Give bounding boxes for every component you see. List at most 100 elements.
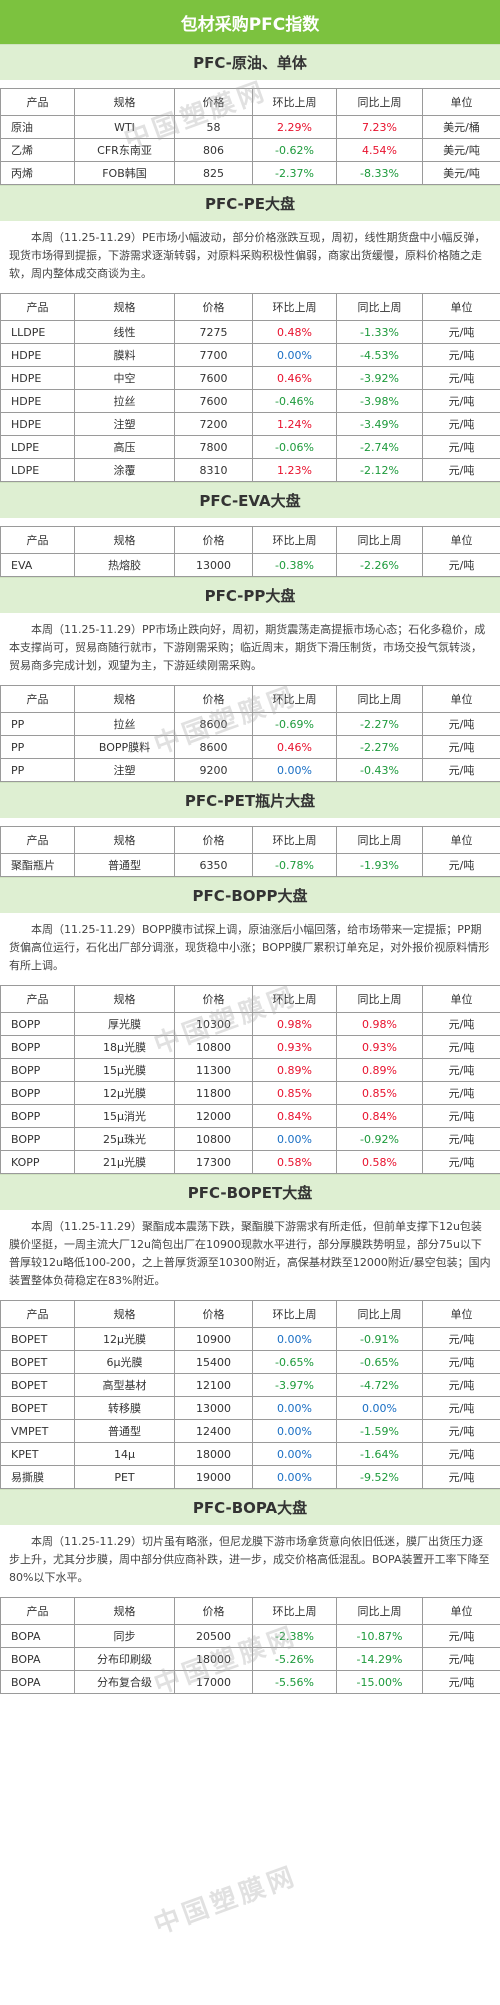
price-cell: 12000 bbox=[174, 1104, 253, 1128]
yoy-change-cell: -2.12% bbox=[336, 458, 423, 482]
price-cell: 10800 bbox=[174, 1127, 253, 1151]
spec-cell: 分布复合级 bbox=[74, 1670, 175, 1694]
yoy-change-cell: 0.89% bbox=[336, 1058, 423, 1082]
table-row: KOPP 21μ光膜 17300 0.58% 0.58% 元/吨 bbox=[0, 1150, 500, 1174]
section-paragraph: 本周（11.25-11.29）聚酯成本震荡下跌，聚酯膜下游需求有所走低，但前单支… bbox=[9, 1220, 491, 1287]
table-row: HDPE 拉丝 7600 -0.46% -3.98% 元/吨 bbox=[0, 389, 500, 413]
product-cell: HDPE bbox=[0, 412, 75, 436]
unit-cell: 元/吨 bbox=[422, 735, 500, 759]
yoy-change-cell: -2.27% bbox=[336, 735, 423, 759]
yoy-change-cell: -15.00% bbox=[336, 1670, 423, 1694]
wow-change-cell: 0.46% bbox=[252, 366, 337, 390]
column-header: 产品 bbox=[0, 826, 75, 854]
price-cell: 13000 bbox=[174, 553, 253, 577]
product-cell: BOPP bbox=[0, 1127, 75, 1151]
column-header: 同比上周 bbox=[336, 1300, 423, 1328]
unit-cell: 元/吨 bbox=[422, 1442, 500, 1466]
unit-cell: 元/吨 bbox=[422, 1150, 500, 1174]
yoy-change-cell: -8.33% bbox=[336, 161, 423, 185]
spec-cell: 分布印刷级 bbox=[74, 1647, 175, 1671]
yoy-change-cell: -10.87% bbox=[336, 1624, 423, 1648]
table-row: PP 注塑 9200 0.00% -0.43% 元/吨 bbox=[0, 758, 500, 782]
spec-cell: 转移膜 bbox=[74, 1396, 175, 1420]
spec-cell: FOB韩国 bbox=[74, 161, 175, 185]
spec-cell: 15μ光膜 bbox=[74, 1058, 175, 1082]
section-title: PFC-EVA大盘 bbox=[0, 482, 500, 518]
unit-cell: 元/吨 bbox=[422, 1419, 500, 1443]
table-row: BOPA 同步 20500 -2.38% -10.87% 元/吨 bbox=[0, 1624, 500, 1648]
price-cell: 9200 bbox=[174, 758, 253, 782]
product-cell: BOPP bbox=[0, 1081, 75, 1105]
unit-cell: 元/吨 bbox=[422, 1670, 500, 1694]
spec-cell: BOPP膜料 bbox=[74, 735, 175, 759]
product-cell: PP bbox=[0, 712, 75, 736]
sections-container: PFC-原油、单体 产品 规格 价格 环比上周 同比上周 单位 原油 WTI 58 2.29% 7.2… bbox=[0, 44, 500, 1694]
product-cell: 原油 bbox=[0, 115, 75, 139]
unit-cell: 元/吨 bbox=[422, 553, 500, 577]
spec-cell: 高型基材 bbox=[74, 1373, 175, 1397]
wow-change-cell: 2.29% bbox=[252, 115, 337, 139]
price-cell: 18000 bbox=[174, 1647, 253, 1671]
spec-cell: 21μ光膜 bbox=[74, 1150, 175, 1174]
product-cell: BOPP bbox=[0, 1104, 75, 1128]
table-header-row: 产品 规格 价格 环比上周 同比上周 单位 bbox=[0, 1597, 500, 1625]
wow-change-cell: 0.58% bbox=[252, 1150, 337, 1174]
unit-cell: 元/吨 bbox=[422, 1350, 500, 1374]
price-cell: 11300 bbox=[174, 1058, 253, 1082]
table-header-row: 产品 规格 价格 环比上周 同比上周 单位 bbox=[0, 88, 500, 116]
table-row: BOPP 18μ光膜 10800 0.93% 0.93% 元/吨 bbox=[0, 1035, 500, 1059]
product-cell: 丙烯 bbox=[0, 161, 75, 185]
wow-change-cell: 1.23% bbox=[252, 458, 337, 482]
product-cell: BOPET bbox=[0, 1327, 75, 1351]
price-cell: 8600 bbox=[174, 712, 253, 736]
wow-change-cell: -2.37% bbox=[252, 161, 337, 185]
column-header: 单位 bbox=[422, 1597, 500, 1625]
price-table: 产品 规格 价格 环比上周 同比上周 单位 PP 拉丝 8600 -0.69% -2.27% 元/吨 P… bbox=[0, 685, 500, 782]
column-header: 规格 bbox=[74, 826, 175, 854]
section-paragraph: 本周（11.25-11.29）PE市场小幅波动，部分价格涨跌互现，周初，线性期货… bbox=[9, 231, 486, 280]
section-title: PFC-BOPET大盘 bbox=[0, 1174, 500, 1210]
section-gap bbox=[0, 818, 500, 826]
spec-cell: 拉丝 bbox=[74, 712, 175, 736]
unit-cell: 元/吨 bbox=[422, 1127, 500, 1151]
table-row: 原油 WTI 58 2.29% 7.23% 美元/桶 bbox=[0, 115, 500, 139]
column-header: 环比上周 bbox=[252, 1597, 337, 1625]
section-gap bbox=[0, 80, 500, 88]
table-row: PP BOPP膜料 8600 0.46% -2.27% 元/吨 bbox=[0, 735, 500, 759]
table-header-row: 产品 规格 价格 环比上周 同比上周 单位 bbox=[0, 1300, 500, 1328]
table-row: HDPE 注塑 7200 1.24% -3.49% 元/吨 bbox=[0, 412, 500, 436]
yoy-change-cell: -0.92% bbox=[336, 1127, 423, 1151]
column-header: 规格 bbox=[74, 88, 175, 116]
unit-cell: 元/吨 bbox=[422, 1647, 500, 1671]
column-header: 环比上周 bbox=[252, 685, 337, 713]
column-header: 价格 bbox=[174, 985, 253, 1013]
table-row: 乙烯 CFR东南亚 806 -0.62% 4.54% 美元/吨 bbox=[0, 138, 500, 162]
yoy-change-cell: -1.59% bbox=[336, 1419, 423, 1443]
table-row: LDPE 涂覆 8310 1.23% -2.12% 元/吨 bbox=[0, 458, 500, 482]
product-cell: HDPE bbox=[0, 366, 75, 390]
product-cell: VMPET bbox=[0, 1419, 75, 1443]
product-cell: KPET bbox=[0, 1442, 75, 1466]
product-cell: 易撕膜 bbox=[0, 1465, 75, 1489]
spec-cell: 12μ光膜 bbox=[74, 1327, 175, 1351]
column-header: 产品 bbox=[0, 985, 75, 1013]
column-header: 价格 bbox=[174, 1597, 253, 1625]
column-header: 单位 bbox=[422, 985, 500, 1013]
column-header: 价格 bbox=[174, 685, 253, 713]
wow-change-cell: 0.48% bbox=[252, 320, 337, 344]
price-cell: 58 bbox=[174, 115, 253, 139]
table-row: HDPE 中空 7600 0.46% -3.92% 元/吨 bbox=[0, 366, 500, 390]
table-row: KPET 14μ 18000 0.00% -1.64% 元/吨 bbox=[0, 1442, 500, 1466]
column-header: 环比上周 bbox=[252, 826, 337, 854]
yoy-change-cell: -14.29% bbox=[336, 1647, 423, 1671]
column-header: 同比上周 bbox=[336, 526, 423, 554]
spec-cell: 注塑 bbox=[74, 758, 175, 782]
wow-change-cell: -5.56% bbox=[252, 1670, 337, 1694]
wow-change-cell: 0.00% bbox=[252, 1327, 337, 1351]
product-cell: HDPE bbox=[0, 343, 75, 367]
unit-cell: 元/吨 bbox=[422, 1327, 500, 1351]
section-gap bbox=[0, 518, 500, 526]
main-title: 包材采购PFC指数 bbox=[0, 0, 500, 44]
table-row: BOPP 15μ光膜 11300 0.89% 0.89% 元/吨 bbox=[0, 1058, 500, 1082]
price-cell: 10900 bbox=[174, 1327, 253, 1351]
